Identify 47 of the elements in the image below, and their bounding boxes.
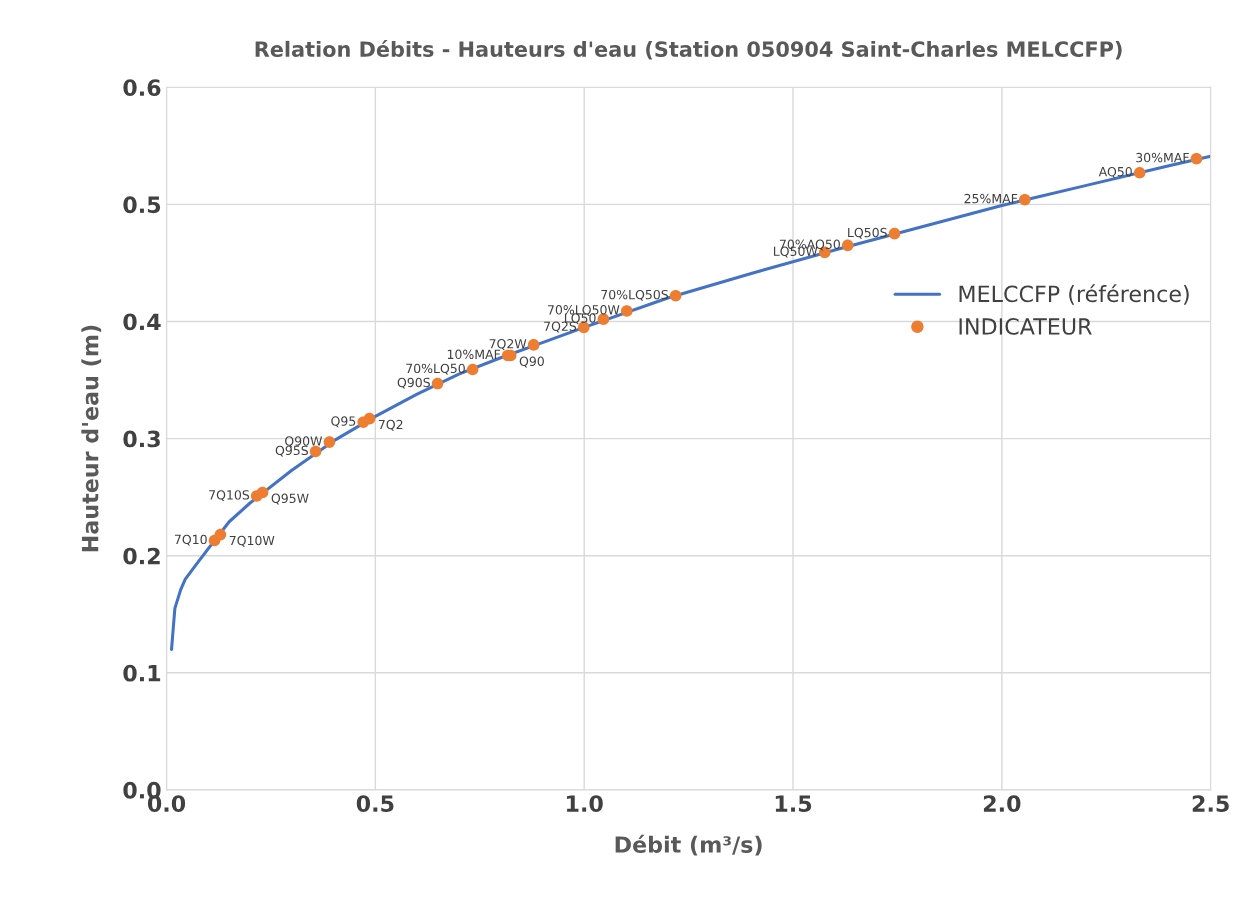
annotation: 7Q10 (174, 534, 207, 546)
point (214, 528, 227, 541)
x-tick-label: 2.5 (1192, 795, 1229, 812)
x-tick-label: 0.5 (356, 795, 394, 812)
point (1190, 152, 1203, 165)
annotation: Q90S (397, 377, 430, 389)
annotation: 30%MAF (1136, 152, 1189, 163)
point (363, 412, 376, 425)
annotation: Q95 (331, 416, 356, 428)
point (669, 289, 682, 302)
point (888, 227, 901, 240)
annotation: 10%MAF (447, 349, 501, 360)
annotation: 7Q2W (489, 339, 527, 350)
x-axis-title: Débit (m³/s) (615, 834, 762, 856)
legend-label: INDICATEUR (959, 318, 1092, 335)
annotation: 7Q2 (378, 419, 403, 431)
point (1133, 166, 1146, 179)
legend-label: MELCCFP (référence) (959, 284, 1189, 305)
annotation: 70%LQ50S (601, 289, 669, 301)
y-tick-label: 0.2 (123, 547, 160, 565)
point (620, 305, 633, 317)
y-tick-label: 0.4 (123, 313, 161, 331)
annotation: 7Q10S (209, 490, 250, 502)
annotation: AQ50 (1098, 166, 1132, 178)
chart-title: Relation Débits - Hauteurs d'eau (Station 050904 Saint-Charles MELCCFP) (255, 40, 1122, 60)
point (841, 239, 854, 252)
point (431, 377, 444, 390)
annotation: 25%MAF (964, 193, 1018, 204)
point (466, 363, 479, 376)
annotation: Q95W (271, 493, 309, 505)
point (1019, 193, 1031, 206)
point (323, 436, 336, 448)
x-tick-label: 2.0 (983, 795, 1021, 812)
y-tick-label: 0.5 (123, 196, 161, 214)
annotation: 70%LQ50 (406, 363, 465, 375)
point (256, 486, 269, 499)
line-series (170, 154, 1211, 651)
annotation: 7Q10W (229, 535, 275, 547)
y-tick-label: 0.1 (123, 664, 161, 682)
annotation: Q90 (519, 356, 544, 368)
annotation: LQ50S (848, 227, 887, 239)
point (527, 339, 540, 351)
y-axis-title: Hauteur d'eau (m) (81, 325, 102, 552)
y-tick-label: 0.3 (123, 430, 160, 448)
y-tick-label: 0.6 (123, 79, 161, 97)
x-tick-label: 1.0 (567, 795, 603, 812)
x-tick-label: 1.5 (775, 795, 812, 812)
